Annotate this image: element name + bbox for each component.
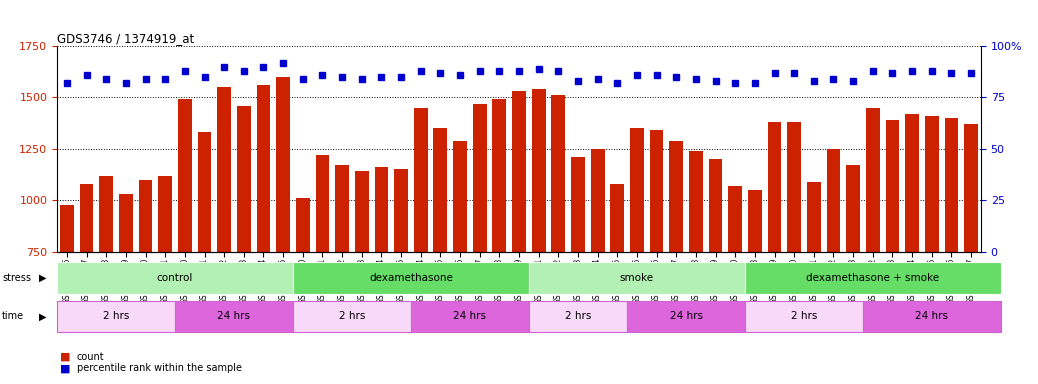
Bar (863, 301, 1001, 332)
Bar (217, 87, 231, 384)
Bar (237, 106, 251, 384)
Bar (276, 77, 290, 384)
Bar (807, 182, 821, 384)
Text: dexamethasone: dexamethasone (368, 273, 453, 283)
Bar (591, 149, 604, 384)
Text: ■: ■ (60, 352, 71, 362)
Bar (177, 99, 192, 384)
Bar (60, 205, 74, 384)
Bar (745, 262, 1001, 294)
Text: 2 hrs: 2 hrs (103, 311, 130, 321)
Text: count: count (77, 352, 105, 362)
Text: 24 hrs: 24 hrs (454, 311, 487, 321)
Bar (316, 155, 329, 384)
Bar (768, 122, 782, 384)
Bar (630, 128, 644, 384)
Bar (670, 141, 683, 384)
Bar (119, 194, 133, 384)
Text: percentile rank within the sample: percentile rank within the sample (77, 363, 242, 373)
Bar (945, 118, 958, 384)
Bar (571, 157, 584, 384)
Bar (551, 95, 565, 384)
Bar (787, 122, 801, 384)
Bar (826, 149, 841, 384)
Bar (729, 186, 742, 384)
Bar (296, 198, 309, 384)
Bar (293, 301, 411, 332)
Bar (80, 184, 93, 384)
Bar (375, 167, 388, 384)
Text: 24 hrs: 24 hrs (670, 311, 703, 321)
Bar (335, 165, 349, 384)
Bar (866, 108, 879, 384)
Bar (256, 85, 270, 384)
Bar (394, 169, 408, 384)
Bar (748, 190, 762, 384)
Bar (709, 159, 722, 384)
Text: ▶: ▶ (39, 273, 47, 283)
Bar (531, 89, 546, 384)
Bar (745, 301, 863, 332)
Bar (414, 108, 428, 384)
Text: time: time (2, 311, 24, 321)
Bar (610, 184, 624, 384)
Text: 24 hrs: 24 hrs (218, 311, 250, 321)
Bar (57, 262, 293, 294)
Text: ▶: ▶ (39, 311, 47, 321)
Bar (454, 141, 467, 384)
Bar (528, 301, 627, 332)
Bar (846, 165, 861, 384)
Text: stress: stress (2, 273, 31, 283)
Text: GDS3746 / 1374919_at: GDS3746 / 1374919_at (57, 32, 194, 45)
Text: ■: ■ (60, 363, 71, 373)
Bar (57, 301, 175, 332)
Bar (528, 262, 745, 294)
Text: 2 hrs: 2 hrs (791, 311, 817, 321)
Text: smoke: smoke (620, 273, 654, 283)
Bar (492, 99, 507, 384)
Bar (175, 301, 293, 332)
Bar (472, 104, 487, 384)
Text: 24 hrs: 24 hrs (916, 311, 949, 321)
Bar (512, 91, 526, 384)
Bar (411, 301, 528, 332)
Text: 2 hrs: 2 hrs (338, 311, 365, 321)
Bar (925, 116, 938, 384)
Bar (885, 120, 899, 384)
Bar (159, 175, 172, 384)
Bar (139, 180, 153, 384)
Bar (627, 301, 745, 332)
Bar (100, 175, 113, 384)
Bar (905, 114, 919, 384)
Text: control: control (157, 273, 193, 283)
Bar (197, 132, 212, 384)
Bar (689, 151, 703, 384)
Bar (434, 128, 447, 384)
Bar (293, 262, 528, 294)
Bar (355, 171, 368, 384)
Text: dexamethasone + smoke: dexamethasone + smoke (807, 273, 939, 283)
Text: 2 hrs: 2 hrs (565, 311, 592, 321)
Bar (964, 124, 978, 384)
Bar (650, 130, 663, 384)
